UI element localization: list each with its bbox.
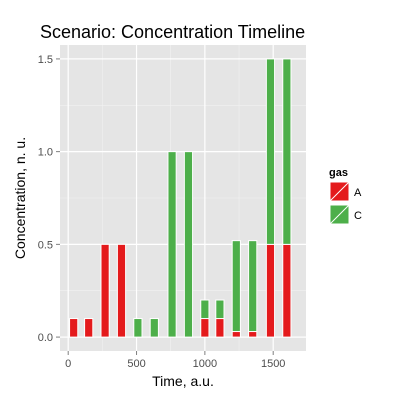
bar-segment-a bbox=[116, 243, 127, 338]
bar-segment-c bbox=[167, 151, 177, 338]
chart-title: Scenario: Concentration Timeline bbox=[40, 22, 305, 42]
legend-label-a: A bbox=[354, 187, 362, 199]
x-tick-label: 500 bbox=[127, 358, 145, 370]
bar-segment-a bbox=[248, 331, 258, 338]
x-axis-ticks: 0 500 1000 1500 bbox=[65, 351, 285, 370]
legend-label-c: C bbox=[354, 210, 362, 222]
y-axis-label: Concentration, n. u. bbox=[12, 137, 28, 259]
x-axis-label: Time, a.u. bbox=[152, 373, 214, 389]
bar-segment-c bbox=[149, 318, 159, 338]
bar-segment-a bbox=[200, 318, 210, 338]
bar-segment-c bbox=[133, 318, 143, 338]
bar-segment-a bbox=[231, 331, 241, 338]
legend-key-slash bbox=[329, 181, 350, 202]
y-tick-label: 1.5 bbox=[38, 54, 53, 66]
bar-segment-c bbox=[231, 240, 241, 333]
bar-segment-c bbox=[265, 58, 276, 245]
bar-segment-a bbox=[215, 318, 225, 338]
y-axis-ticks: 0.0 0.5 1.0 1.5 bbox=[38, 54, 60, 344]
y-tick-label: 0.5 bbox=[38, 239, 53, 251]
bar-segment-a bbox=[69, 318, 79, 338]
legend: gas AC bbox=[329, 167, 362, 225]
x-tick-label: 1000 bbox=[193, 358, 217, 370]
bar-segment-c bbox=[282, 58, 292, 245]
bar-segment-a bbox=[265, 243, 276, 338]
y-tick-label: 1.0 bbox=[38, 147, 53, 159]
bar-segment-a bbox=[84, 318, 94, 338]
bars bbox=[69, 58, 292, 338]
x-tick-label: 1500 bbox=[261, 358, 285, 370]
bar-segment-c bbox=[215, 299, 225, 320]
bar-segment-c bbox=[200, 299, 210, 320]
x-tick-label: 0 bbox=[65, 358, 71, 370]
y-tick-label: 0.0 bbox=[38, 332, 53, 344]
bar-segment-c bbox=[248, 240, 258, 333]
legend-key-slash bbox=[329, 204, 350, 225]
bar-segment-a bbox=[282, 243, 292, 338]
bar-segment-c bbox=[183, 151, 194, 338]
bar-segment-a bbox=[100, 243, 110, 338]
legend-title: gas bbox=[329, 167, 348, 179]
